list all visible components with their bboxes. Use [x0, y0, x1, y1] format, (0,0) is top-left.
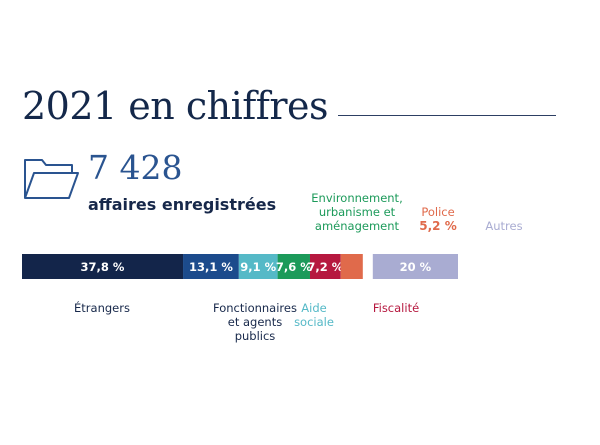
segment-autres: [372, 254, 458, 279]
folder-icon: [24, 159, 79, 199]
police-value-label: 5,2 %: [419, 219, 457, 233]
label-fiscalite: Fiscalité: [372, 301, 420, 315]
segment-environnement: [277, 254, 310, 279]
segment-fonctionnaires: [183, 254, 239, 279]
label-environnement: Environnement, urbanisme et aménagement: [311, 191, 403, 233]
segment-aide-sociale: [238, 254, 278, 279]
total-cases-number: 7 428: [88, 148, 183, 187]
label-autres: Autres: [485, 219, 523, 233]
value-label-fonctionnaires: 13,1 %: [189, 260, 233, 274]
segment-etrangers: [22, 254, 184, 279]
value-label-etrangers: 37,8 %: [81, 260, 125, 274]
page-title: 2021 en chiffres: [22, 84, 329, 128]
label-aide-sociale: Aide sociale: [294, 301, 334, 329]
value-label-fiscalite: 7,2 %: [307, 260, 343, 274]
value-label-autres: 20 %: [400, 260, 432, 274]
label-etrangers: Étrangers: [74, 301, 130, 315]
title-rule: [338, 115, 556, 116]
label-fonctionnaires: Fonctionnaires et agents publics: [213, 301, 297, 343]
label-police: Police 5,2 %: [419, 205, 457, 233]
segment-police: [340, 254, 363, 279]
value-label-environnement: 7,6 %: [276, 260, 312, 274]
segment-fiscalite: [309, 254, 341, 279]
total-cases-label: affaires enregistrées: [88, 195, 277, 214]
value-label-aide-sociale: 9,1 %: [240, 260, 276, 274]
